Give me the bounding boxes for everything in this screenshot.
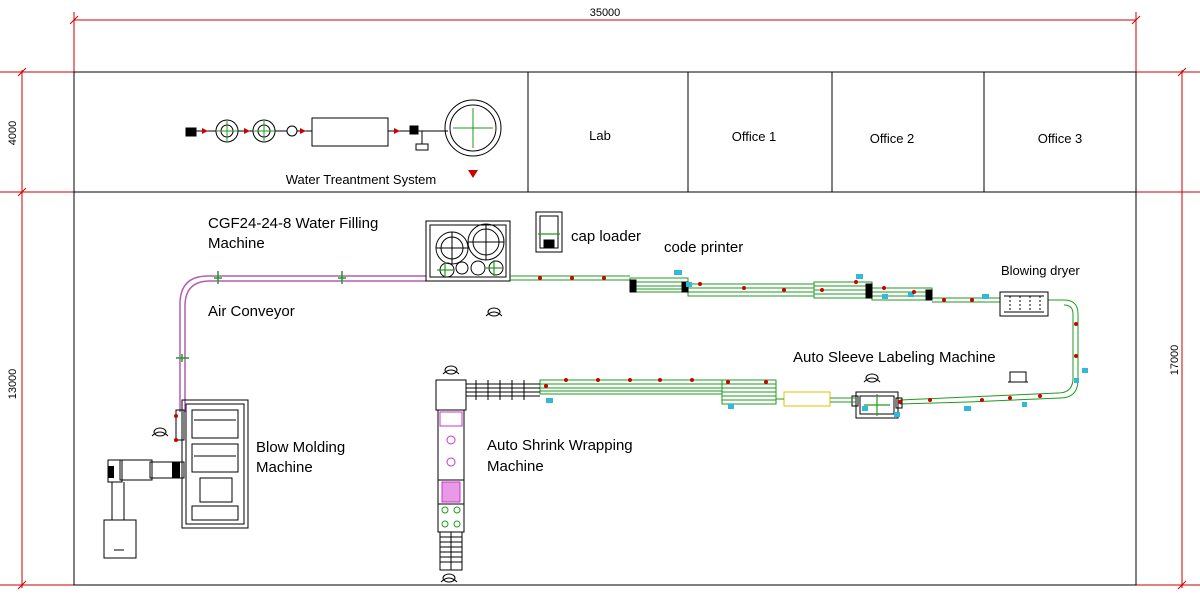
operator-icon-blow-molding	[151, 427, 169, 437]
conveyor-support-dots	[174, 276, 1078, 442]
cap-loader-label: cap loader	[571, 228, 641, 245]
dimension-total-width: 35000	[590, 7, 621, 19]
shrink-wrapping-machine	[435, 379, 467, 571]
sensor-markers	[546, 270, 1088, 417]
air-conveyor-fans	[176, 271, 346, 362]
dimension-total-height: 17000	[1169, 345, 1181, 376]
room-label-office-1: Office 1	[732, 129, 777, 144]
shrink-infeed-lanes	[466, 380, 540, 400]
shrink-machine-green-elements	[441, 506, 461, 528]
operator-icon-labeler	[863, 373, 881, 383]
room-label-lab: Lab	[589, 128, 611, 143]
shrink-machine-pink-elements	[439, 411, 463, 503]
operator-icon-shrink	[442, 365, 460, 375]
water-filling-machine	[425, 220, 511, 282]
filling-machine-label-line1: CGF24-24-8 Water Filling	[208, 215, 378, 232]
room-label-office-2: Office 2	[870, 131, 915, 146]
cap-loader	[535, 211, 563, 253]
operator-icon-filling	[485, 307, 503, 317]
sleeve-labeling-machine	[851, 371, 1028, 419]
bottle-conveyor-upper	[510, 275, 1079, 405]
water-treatment-label: Water Treantment System	[286, 172, 437, 187]
shrink-wrapping-label-line2: Machine	[487, 458, 544, 475]
air-conveyor	[179, 275, 426, 412]
water-treatment-flow-arrows	[202, 128, 478, 178]
operator-icon-shrink-outfeed	[440, 573, 458, 583]
sleeve-labeling-label: Auto Sleeve Labeling Machine	[793, 349, 996, 366]
dimension-bottom-height: 13000	[7, 369, 19, 400]
blow-molding-label-line2: Machine	[256, 459, 313, 476]
dimension-top-height: 4000	[7, 121, 19, 145]
filling-machine-markers	[437, 260, 502, 278]
room-label-office-3: Office 3	[1038, 131, 1083, 146]
operator-icons	[151, 307, 881, 583]
code-printer-label: code printer	[664, 239, 743, 256]
blow-molding-machine	[103, 399, 249, 559]
water-treatment-markers	[217, 108, 493, 148]
water-treatment-system	[185, 99, 502, 157]
blowing-dryer	[999, 291, 1049, 317]
sleeve-label-shrink-tunnel	[783, 391, 831, 407]
blowing-dryer-label: Blowing dryer	[1001, 263, 1080, 278]
filling-machine-label-line2: Machine	[208, 235, 265, 252]
air-conveyor-label: Air Conveyor	[208, 303, 295, 320]
building-walls	[73, 71, 1137, 586]
sleeve-labeler-markers	[864, 394, 890, 416]
blow-molding-label-line1: Blow Molding	[256, 439, 345, 456]
blow-molding-black-fills	[108, 462, 180, 478]
shrink-wrapping-label-line1: Auto Shrink Wrapping	[487, 437, 633, 454]
